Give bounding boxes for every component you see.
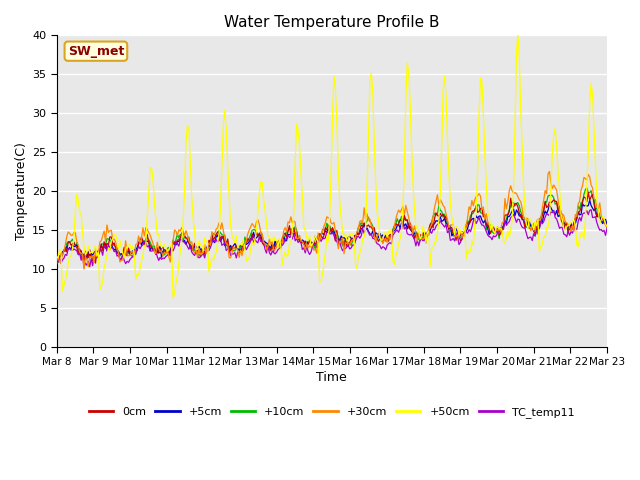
+30cm <box>337 240 345 245</box>
+10cm <box>529 222 536 228</box>
+30cm <box>72 230 79 236</box>
+10cm <box>447 228 454 234</box>
TC_temp11 <box>72 247 79 252</box>
0cm <box>337 236 345 242</box>
+10cm <box>90 255 98 261</box>
+30cm <box>602 221 609 227</box>
+10cm <box>53 259 61 264</box>
+50cm <box>169 295 177 301</box>
+30cm <box>80 266 88 272</box>
Line: +5cm: +5cm <box>57 200 607 264</box>
+50cm <box>514 30 522 36</box>
+10cm <box>603 222 611 228</box>
0cm <box>53 250 61 256</box>
+30cm <box>53 258 61 264</box>
+10cm <box>602 220 609 226</box>
+5cm <box>586 197 593 203</box>
+10cm <box>73 240 81 245</box>
+30cm <box>90 260 98 265</box>
Legend: 0cm, +5cm, +10cm, +30cm, +50cm, TC_temp11: 0cm, +5cm, +10cm, +30cm, +50cm, TC_temp1… <box>84 402 579 422</box>
TC_temp11 <box>602 232 609 238</box>
+30cm <box>546 168 554 174</box>
+50cm <box>603 223 611 229</box>
TC_temp11 <box>603 226 611 231</box>
+5cm <box>72 243 79 249</box>
+50cm <box>530 227 538 233</box>
+50cm <box>447 199 454 204</box>
TC_temp11 <box>529 238 536 243</box>
Line: +30cm: +30cm <box>57 171 607 269</box>
Line: +50cm: +50cm <box>57 33 607 298</box>
Line: 0cm: 0cm <box>57 192 607 263</box>
+50cm <box>89 250 97 256</box>
0cm <box>603 224 611 230</box>
TC_temp11 <box>90 253 98 259</box>
+10cm <box>583 185 591 191</box>
+5cm <box>600 218 608 224</box>
+5cm <box>603 221 611 227</box>
+5cm <box>89 252 97 258</box>
+50cm <box>602 222 609 228</box>
0cm <box>89 258 97 264</box>
0cm <box>72 243 79 249</box>
Text: SW_met: SW_met <box>68 45 124 58</box>
TC_temp11 <box>80 264 88 270</box>
0cm <box>92 260 99 266</box>
Title: Water Temperature Profile B: Water Temperature Profile B <box>224 15 440 30</box>
+5cm <box>527 223 534 229</box>
0cm <box>602 222 609 228</box>
+5cm <box>336 238 344 244</box>
+10cm <box>337 238 345 244</box>
Y-axis label: Temperature(C): Temperature(C) <box>15 142 28 240</box>
Line: +10cm: +10cm <box>57 188 607 263</box>
+10cm <box>54 260 62 265</box>
Line: TC_temp11: TC_temp11 <box>57 210 607 267</box>
TC_temp11 <box>53 261 61 267</box>
0cm <box>584 190 592 195</box>
+30cm <box>447 223 454 228</box>
0cm <box>447 225 454 230</box>
+30cm <box>529 223 536 229</box>
X-axis label: Time: Time <box>316 372 347 384</box>
+5cm <box>445 227 452 232</box>
TC_temp11 <box>337 244 345 250</box>
+50cm <box>72 208 79 214</box>
+5cm <box>53 261 61 266</box>
+50cm <box>53 254 61 260</box>
+30cm <box>603 223 611 229</box>
TC_temp11 <box>588 207 595 213</box>
+50cm <box>337 216 345 221</box>
0cm <box>529 225 536 231</box>
TC_temp11 <box>447 238 454 243</box>
